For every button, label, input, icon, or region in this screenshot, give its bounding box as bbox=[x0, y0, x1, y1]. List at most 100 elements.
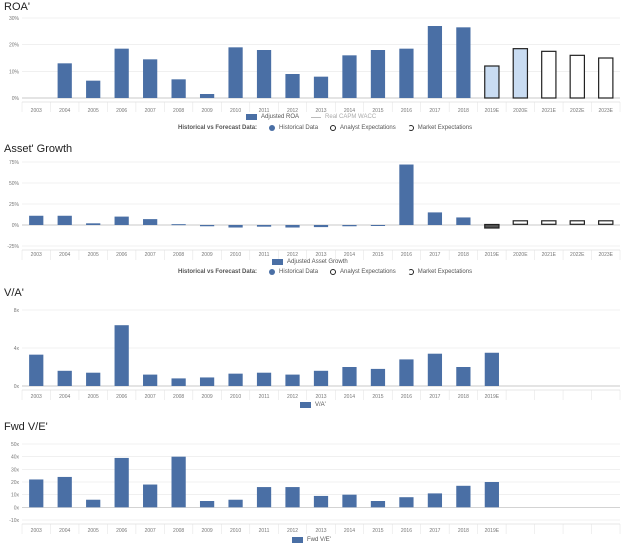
bar bbox=[456, 367, 471, 386]
bar bbox=[370, 225, 386, 226]
x-tick-label: 2006 bbox=[116, 394, 127, 400]
bar bbox=[456, 27, 471, 99]
x-tick-label: 2022E bbox=[570, 108, 585, 114]
market-ring-icon bbox=[407, 125, 414, 131]
x-tick-label: 2015 bbox=[372, 252, 383, 258]
x-tick-label: 2011 bbox=[259, 528, 270, 534]
bar bbox=[86, 223, 101, 225]
bar bbox=[29, 479, 44, 508]
bar bbox=[256, 225, 272, 227]
x-tick-label: 2009 bbox=[202, 108, 213, 114]
bar bbox=[399, 164, 414, 225]
y-tick-label: 20x bbox=[11, 480, 20, 486]
y-tick-label: 0x bbox=[14, 384, 20, 390]
bar bbox=[86, 499, 101, 508]
bar bbox=[171, 79, 186, 98]
y-tick-label: 75% bbox=[9, 160, 20, 166]
x-tick-label: 2005 bbox=[88, 252, 99, 258]
bar bbox=[86, 372, 101, 386]
bar bbox=[313, 225, 329, 228]
roa-chart: 0% 10% 20% 30% 2003 2004 2005 2006 2007 2008 2009 2… bbox=[9, 16, 621, 114]
x-tick-label: 2006 bbox=[116, 108, 127, 114]
x-tick-label: 2018 bbox=[458, 108, 469, 114]
bar bbox=[114, 216, 129, 225]
x-tick-label: 2010 bbox=[230, 528, 241, 534]
bar bbox=[484, 352, 499, 386]
bar bbox=[171, 224, 186, 226]
bar bbox=[598, 57, 614, 99]
va-legend: V/A' bbox=[300, 402, 326, 408]
bar bbox=[199, 501, 215, 508]
x-tick-label: 2018 bbox=[458, 252, 469, 258]
x-tick-label: 2016 bbox=[401, 252, 412, 258]
bar bbox=[541, 220, 557, 225]
y-tick-label: 10x bbox=[11, 493, 20, 499]
x-tick-label: 2008 bbox=[173, 252, 184, 258]
x-tick-label: 2011 bbox=[259, 252, 270, 258]
x-tick-label: 2010 bbox=[230, 108, 241, 114]
bar bbox=[342, 367, 357, 386]
x-tick-label: 2018 bbox=[458, 394, 469, 400]
x-tick-label: 2007 bbox=[145, 108, 156, 114]
bar bbox=[285, 74, 300, 98]
historical-dot-icon bbox=[269, 269, 276, 275]
bar bbox=[399, 359, 414, 386]
roa-legend-label: Adjusted ROA bbox=[261, 114, 300, 120]
bar bbox=[57, 63, 72, 98]
x-tick-label: 2012 bbox=[287, 528, 298, 534]
x-tick-label: 2006 bbox=[116, 252, 127, 258]
x-tick-label: 2004 bbox=[59, 252, 70, 258]
y-tick-label: 0x bbox=[14, 505, 20, 511]
x-tick-label: 2006 bbox=[116, 528, 127, 534]
bar bbox=[228, 47, 243, 98]
x-tick-label: 2009 bbox=[202, 528, 213, 534]
bar bbox=[143, 484, 158, 508]
bar bbox=[456, 217, 471, 225]
x-tick-label: 2016 bbox=[401, 108, 412, 114]
bar bbox=[114, 457, 129, 508]
bar bbox=[57, 476, 72, 508]
bar bbox=[370, 50, 386, 98]
bar bbox=[228, 373, 243, 386]
bar bbox=[29, 215, 44, 225]
bar bbox=[512, 48, 529, 99]
y-tick-label: 50x bbox=[11, 442, 20, 448]
bar bbox=[228, 499, 243, 508]
x-tick-label: 2003 bbox=[31, 252, 42, 258]
bar bbox=[484, 65, 500, 99]
x-tick-label: 2005 bbox=[88, 528, 99, 534]
x-tick-label: 2008 bbox=[173, 394, 184, 400]
asset-growth-chart: -25% 0% 25% 50% 75% 2003 2004 2005 2006 2007 2008 2… bbox=[7, 160, 621, 260]
bar bbox=[171, 456, 186, 508]
x-tick-label: 2004 bbox=[59, 528, 70, 534]
bar bbox=[86, 80, 101, 98]
asset-growth-legend-label: Adjusted Asset Growth bbox=[287, 259, 348, 265]
bar bbox=[57, 370, 72, 386]
bar bbox=[484, 223, 500, 229]
bar bbox=[313, 370, 329, 386]
bar bbox=[285, 374, 300, 386]
x-tick-label: 2004 bbox=[59, 108, 70, 114]
y-tick-label: 20% bbox=[9, 43, 20, 49]
roa-chart-title: ROA' bbox=[4, 1, 30, 13]
market-label: Market Expectations bbox=[417, 125, 473, 131]
historical-dot-icon bbox=[269, 125, 276, 131]
x-tick-label: 2017 bbox=[429, 108, 440, 114]
y-tick-label: 30x bbox=[11, 467, 20, 473]
y-tick-label: 10% bbox=[9, 69, 20, 75]
va-chart: 0x 4x 8x 2003 2004 2005 2006 2007 2008 2009 2010 20… bbox=[14, 308, 621, 400]
x-tick-label: 2013 bbox=[315, 528, 326, 534]
fwd-ve-swatch bbox=[292, 537, 303, 543]
x-tick-label: 2019E bbox=[485, 394, 500, 400]
x-tick-label: 2013 bbox=[315, 108, 326, 114]
historical-label: Historical Data bbox=[279, 125, 319, 131]
x-tick-label: 2016 bbox=[401, 528, 412, 534]
bar bbox=[399, 48, 414, 98]
bar bbox=[342, 55, 357, 98]
bar bbox=[342, 225, 357, 227]
x-tick-label: 2020E bbox=[513, 108, 528, 114]
bar bbox=[427, 353, 443, 386]
va-chart-title: V/A' bbox=[4, 287, 24, 299]
x-tick-label: 2014 bbox=[344, 252, 355, 258]
x-tick-label: 2021E bbox=[542, 108, 557, 114]
